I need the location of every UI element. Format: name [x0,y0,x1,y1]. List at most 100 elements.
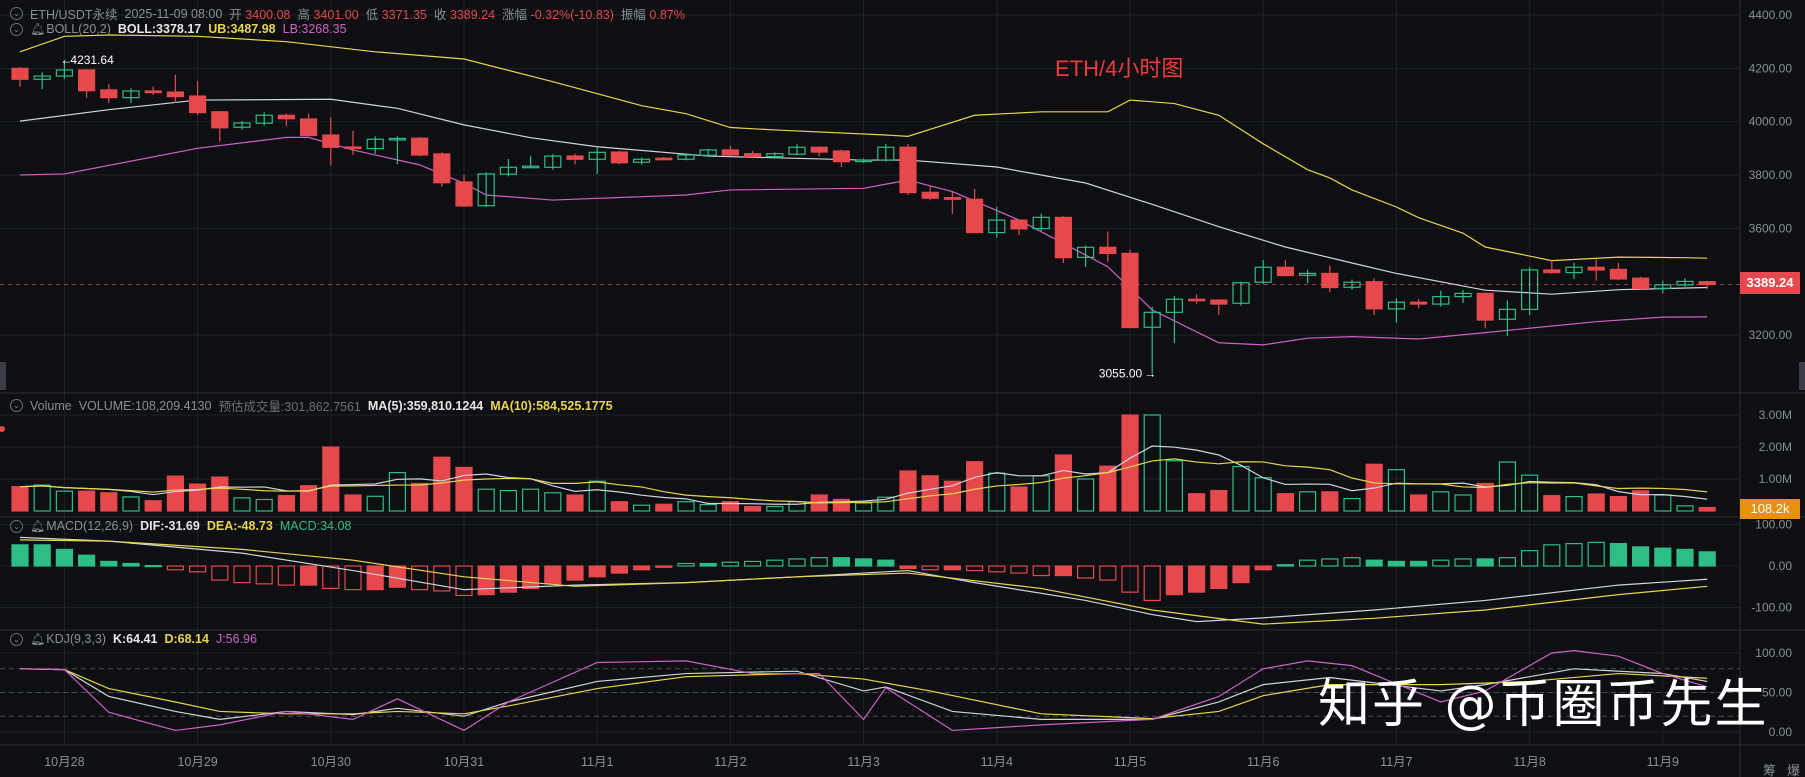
volume-bar [366,495,384,512]
candle-body [1343,281,1361,288]
candle-body [1631,277,1650,289]
candle-body [1298,272,1317,276]
macd-histogram-bar [965,565,984,572]
x-tick-label: 11月3 [847,755,879,769]
macd-histogram-bar [1032,565,1050,577]
y-tick-label: 3600.00 [1749,221,1793,235]
candle-body [1543,269,1561,274]
volume-bar [655,503,673,512]
volume-bar [1543,495,1561,512]
candle-body [1210,299,1228,305]
candle-body [1387,301,1406,310]
collapse-chevron-icon[interactable]: ⌄ [10,22,23,36]
macd-histogram-bar [1343,557,1361,567]
kdj-j-line [19,650,1708,732]
y-tick-label: 3200.00 [1749,328,1793,342]
candle-body [921,191,939,199]
x-tick-label: 10月31 [444,755,484,769]
low-value: 3371.35 [381,8,427,22]
y-tick-label: 0.00 [1769,725,1793,739]
macd-histogram-bar [233,565,251,584]
y-tick-label: 4200.00 [1749,61,1793,75]
macd-histogram-bar [1454,558,1472,567]
macd-histogram-bar [433,565,451,592]
macd-histogram-bar [521,565,540,590]
x-tick-label: 10月30 [311,755,351,769]
candle-body [366,138,384,150]
volume-bar [677,501,695,512]
macd-histogram-bar [1254,565,1272,571]
boll-lb-value: LB:3268.35 [282,22,347,36]
macd-histogram-bar [788,558,806,567]
collapse-chevron-icon[interactable]: ⌄ [10,399,23,412]
macd-histogram-bar [1187,565,1206,593]
max-price-annotation: 4231.64 [70,53,114,67]
macd-histogram-bar [77,554,96,567]
macd-histogram-bar [55,548,74,567]
macd-histogram-bar [366,565,384,591]
bell-icon[interactable]: 🔔︎ [30,632,46,646]
kdj-d: D:68.14 [164,632,209,646]
macd-dea-line [19,539,1708,625]
collapse-chevron-icon[interactable]: ⌄ [10,632,23,646]
boll-legend: ⌄ 🔔︎ BOLL(20,2) BOLL:3378.17 UB:3487.98 … [10,22,347,36]
liquidation-button[interactable]: 爆 [1787,763,1801,777]
candle-body [1609,268,1628,280]
macd-histogram-bar [766,559,784,567]
volume-bar [588,480,606,512]
volume-bar [1476,482,1494,512]
volume-bar [455,466,473,512]
macd-histogram-bar [1387,560,1406,567]
candle-body [499,166,517,175]
macd-histogram-bar [411,565,429,591]
candle-body [832,150,851,163]
macd-histogram-bar [1121,565,1139,593]
macd-histogram-bar [255,565,273,585]
macd-histogram-bar [1498,557,1517,567]
candle-body [854,159,873,163]
macd-histogram-bar [211,565,229,581]
volume-bar [144,500,162,512]
macd-histogram-bar [1432,559,1450,567]
volume-bar [1276,493,1295,512]
chip-distribution-button[interactable]: 筹 [1763,763,1777,777]
macd-histogram-bar [1232,565,1250,584]
volume-bar [411,482,429,512]
volume-bar [1054,454,1073,512]
volume-bar [632,504,651,512]
volume-bar [255,498,273,512]
candle-body [388,137,406,141]
macd-histogram-bar [1365,559,1383,567]
volume-bar [233,497,251,512]
boll-mid-value: BOLL:3378.17 [117,22,202,36]
bell-icon[interactable]: 🔔︎ [30,22,46,36]
macd-histogram-bar [1565,542,1583,567]
candle-body [1076,246,1095,259]
left-panel-handle[interactable] [0,362,6,390]
candle-body [588,151,606,160]
amplitude-label: 振幅 [620,8,646,22]
macd-histogram-bar [1543,544,1561,567]
ohlc-legend: ⌄ ETH/USDT永续 2025-11-09 08:00 开 3400.08 … [10,4,685,23]
macd-histogram-bar [166,565,184,571]
volume-bar [1187,493,1206,512]
macd-histogram-bar [1210,565,1228,590]
x-tick-label: 11月1 [581,755,613,769]
volume-bar [877,496,895,512]
collapse-chevron-icon[interactable]: ⌄ [10,7,23,20]
volume-bar [1409,494,1428,512]
candle-body [1565,266,1583,274]
candle-body [166,91,184,98]
candle-body [1032,216,1050,230]
bell-icon[interactable]: 🔔︎ [30,519,46,533]
volume-legend: ⌄ Volume VOLUME:108,209.4130 预估成交量:301,8… [10,396,613,415]
candle-body [455,181,473,207]
kdj-j: J:56.96 [215,632,257,646]
candle-body [189,95,207,114]
collapse-chevron-icon[interactable]: ⌄ [10,519,23,533]
x-tick-label: 11月7 [1380,755,1412,769]
right-panel-handle[interactable] [1799,362,1805,390]
macd-histogram-bar [877,559,895,567]
